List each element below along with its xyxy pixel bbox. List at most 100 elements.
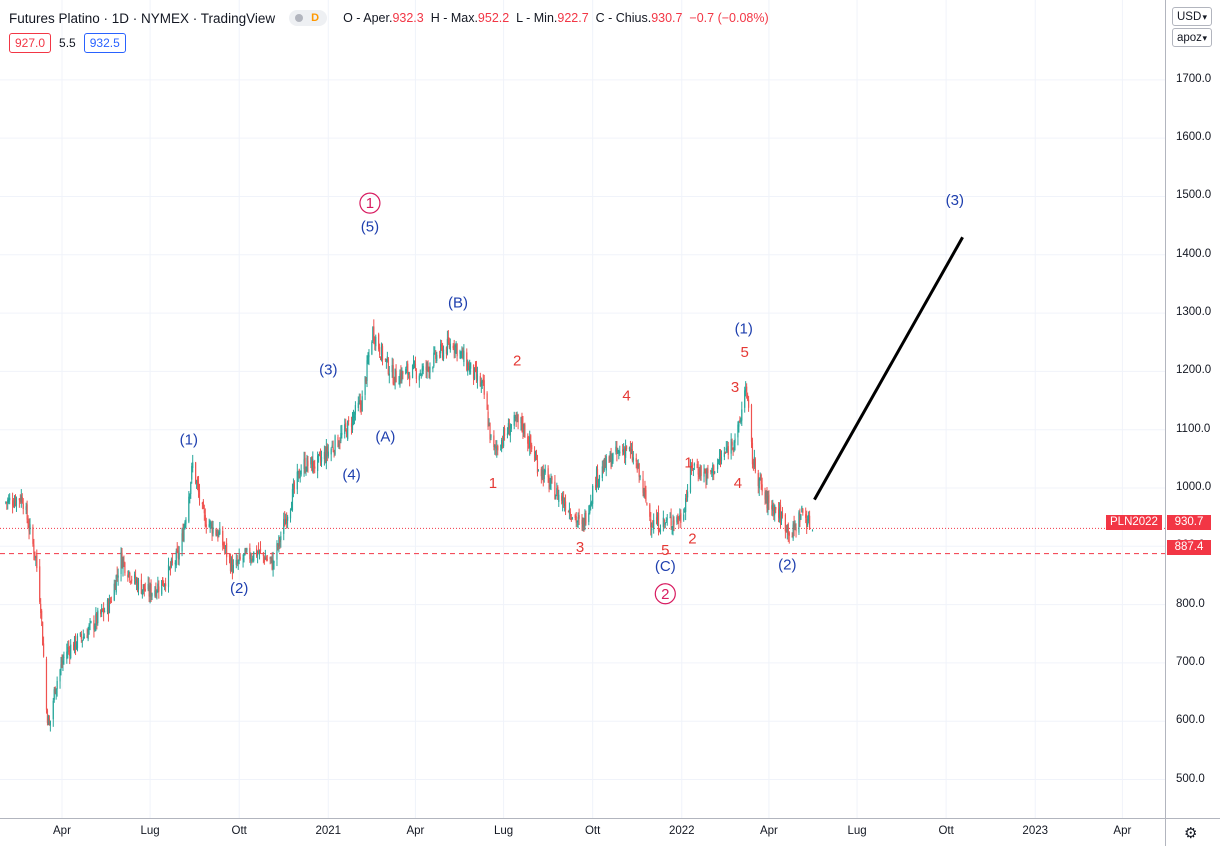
time-tick-label: Ott — [938, 825, 954, 837]
candle-body — [402, 371, 404, 374]
candle-body — [103, 608, 105, 614]
interval-badge[interactable]: D — [289, 10, 328, 26]
candle-body — [602, 467, 604, 473]
chart-svg[interactable]: 1(5)(B)(3)(A)(4)(1)(2)21345(C)212345(1)(… — [0, 0, 1165, 818]
unit-select[interactable]: apoz ▾ — [1172, 28, 1212, 47]
candle-body — [653, 520, 655, 530]
candle-body — [513, 415, 515, 426]
candle-body — [698, 473, 700, 478]
candle-body — [359, 399, 361, 405]
candle-body — [184, 522, 186, 529]
candle-body — [628, 447, 631, 450]
candle-body — [672, 520, 674, 529]
candle-body — [581, 519, 583, 525]
candle-body — [393, 382, 395, 385]
close-label: C - Chius. — [595, 11, 652, 25]
candle-body — [379, 356, 382, 360]
candle-body — [218, 531, 220, 537]
candle-body — [514, 417, 516, 419]
candle-body — [142, 584, 144, 591]
candle-body — [279, 538, 281, 542]
candle-body — [127, 574, 129, 578]
symbol-title[interactable]: Futures Platino · 1D · NYMEX · TradingVi… — [9, 10, 276, 26]
candle-body — [290, 507, 293, 511]
candle-body — [563, 504, 566, 506]
wave-label: 2 — [661, 586, 669, 603]
candle-body — [223, 542, 225, 548]
candle-body — [453, 345, 455, 351]
candle-body — [100, 610, 102, 615]
candle-body — [9, 497, 11, 501]
settings-gear-icon[interactable]: ⚙ — [1184, 825, 1198, 842]
candle-body — [712, 465, 714, 473]
chevron-down-icon: ▾ — [1202, 12, 1207, 22]
candle-body — [80, 634, 82, 639]
candle-body — [144, 588, 146, 592]
candle-body — [501, 439, 503, 449]
time-tick-label: Apr — [53, 825, 71, 837]
chart-area[interactable]: 1 (5) (B) (3) (A) (4) (1) (2) 2 1 3 4 5 (C) 2 1 2 3 4 5 (1)(… — [0, 0, 1165, 818]
candle-body — [427, 363, 429, 367]
candle-body — [53, 689, 55, 700]
currency-select[interactable]: USD ▾ — [1172, 7, 1212, 26]
candle-body — [420, 374, 422, 376]
candle-body — [496, 447, 498, 451]
candle-body — [252, 558, 254, 561]
candle-body — [703, 471, 705, 477]
candle-body — [778, 507, 781, 519]
wave-label: 2 — [688, 530, 696, 547]
candle-body — [679, 515, 681, 520]
candle-body — [741, 409, 743, 421]
wave-circle — [654, 583, 676, 605]
candle-body — [732, 448, 734, 450]
candle-body — [555, 495, 557, 500]
candle-body — [253, 551, 255, 561]
candle-body — [131, 579, 133, 581]
candle-body — [124, 562, 126, 574]
candle-body — [644, 487, 646, 493]
time-axis[interactable] — [0, 818, 1165, 846]
wave-label: (4) — [342, 466, 360, 483]
candle-body — [271, 557, 273, 570]
candle-body — [455, 345, 457, 348]
candle-body — [182, 531, 184, 541]
candle-body — [56, 680, 58, 690]
candle-body — [508, 425, 510, 436]
price-axis[interactable] — [1165, 0, 1220, 818]
candle-body — [596, 468, 599, 484]
candle-body — [649, 504, 651, 517]
candle-body — [488, 424, 490, 426]
candle-body — [693, 463, 695, 466]
candle-body — [361, 396, 363, 412]
candle-body — [795, 527, 797, 532]
candle-body — [406, 366, 408, 368]
candle-body — [527, 436, 529, 444]
time-tick-label: 2022 — [668, 825, 695, 837]
ask-button[interactable]: 932.5 — [83, 33, 126, 53]
candle-body — [433, 352, 435, 367]
candle-body — [726, 448, 728, 451]
candle-body — [700, 466, 702, 477]
candle-body — [319, 455, 322, 461]
candle-body — [775, 507, 777, 510]
candle-body — [664, 522, 666, 525]
candle-body — [45, 659, 48, 710]
candle-body — [662, 517, 664, 527]
candle-body — [522, 423, 524, 433]
candle-body — [550, 478, 552, 483]
candle-body — [177, 550, 179, 559]
candle-body — [298, 469, 300, 479]
candle-body — [788, 532, 790, 536]
candle-body — [447, 337, 449, 343]
candle-body — [731, 441, 733, 446]
bid-button[interactable]: 927.0 — [9, 33, 52, 53]
candle-body — [158, 586, 160, 592]
candle-body — [372, 327, 374, 341]
candle-body — [781, 513, 784, 517]
candle-body — [167, 564, 170, 588]
candle-body — [734, 438, 736, 443]
candle-body — [650, 519, 652, 528]
candle-body — [773, 506, 775, 516]
candle-body — [418, 375, 420, 381]
wave-label: (3) — [319, 361, 337, 378]
